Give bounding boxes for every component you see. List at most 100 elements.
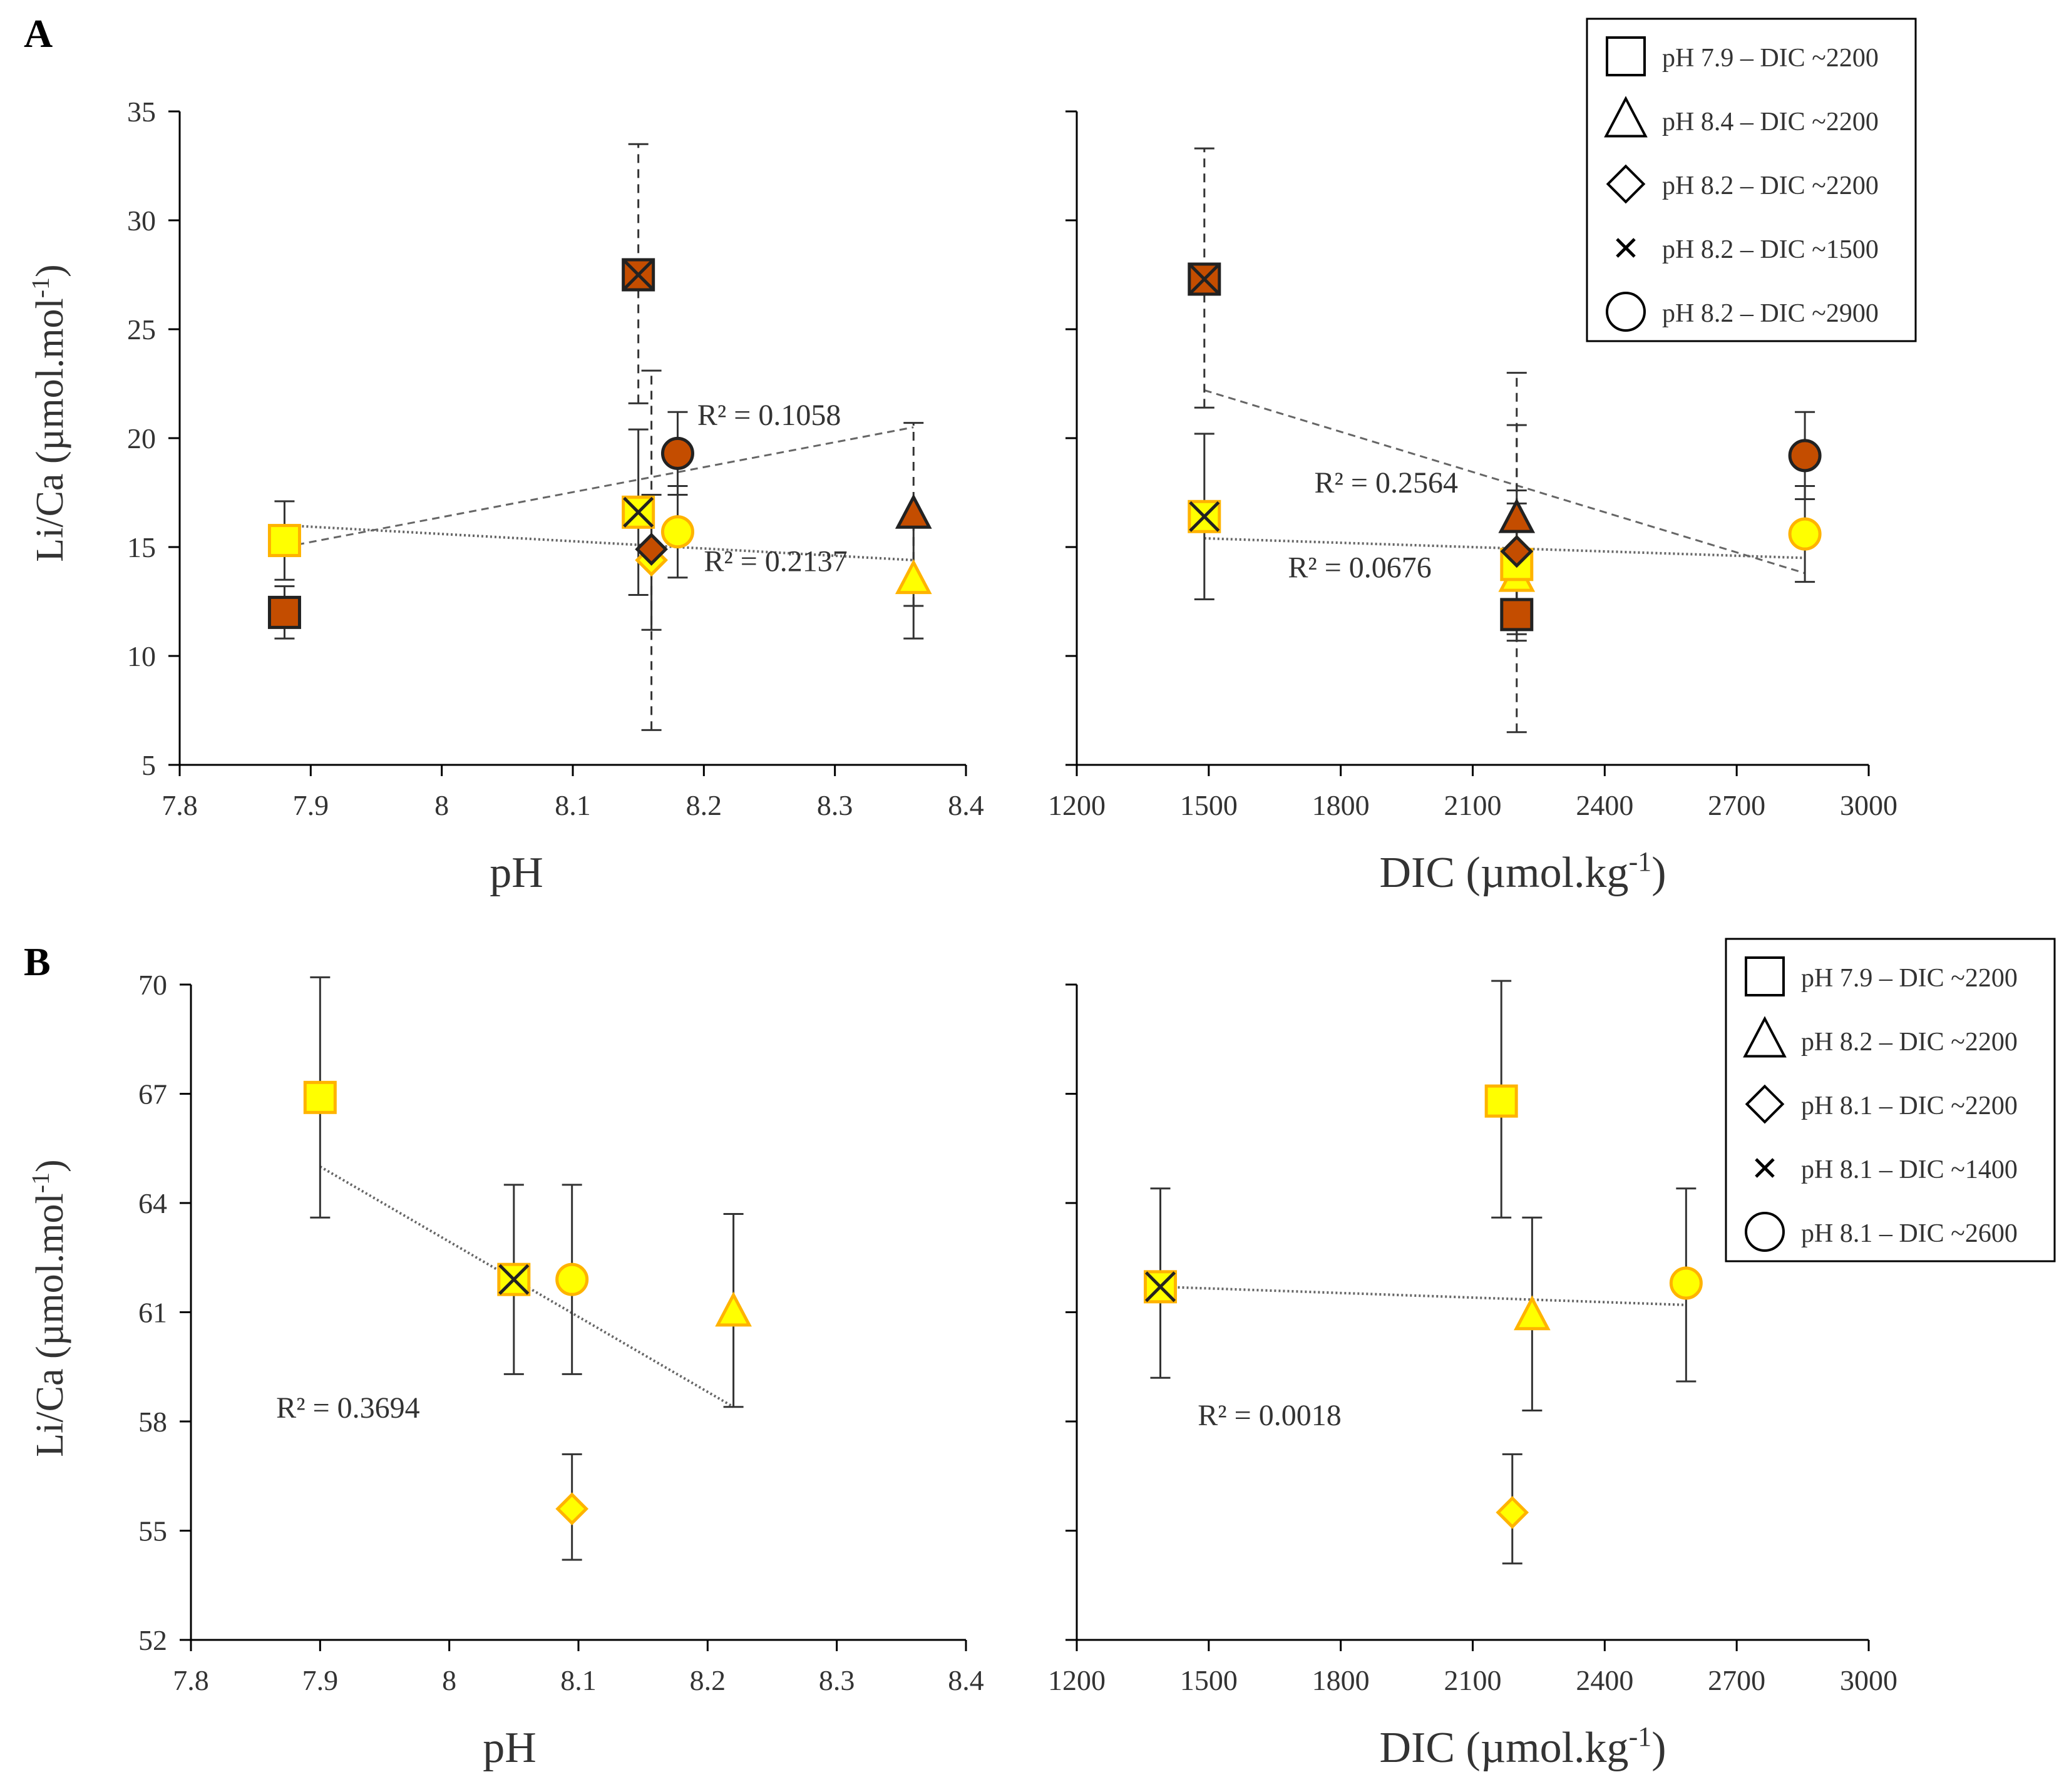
point-yellow-triangle <box>1514 1295 1551 1331</box>
r-squared-label: R² = 0.2564 <box>1315 466 1458 499</box>
x-tick-label: 8.1 <box>560 1664 597 1696</box>
x-tick-label: 1200 <box>1048 789 1106 821</box>
legend-symbol-circle <box>1745 1212 1785 1252</box>
point-yellow-x <box>622 495 655 529</box>
x-tick-label: 2100 <box>1444 1664 1502 1696</box>
x-axis-title: pH <box>483 1724 537 1772</box>
point-orange-x <box>1188 262 1221 296</box>
legend-symbol-square <box>1745 956 1785 996</box>
point-orange-circle <box>1788 439 1822 473</box>
x-axis-title: pH <box>490 849 543 897</box>
y-tick-label: 20 <box>127 422 156 454</box>
point-yellow-x <box>1144 1270 1178 1304</box>
y-tick-label: 5 <box>141 749 156 781</box>
x-tick-label: 7.9 <box>302 1664 339 1696</box>
plot-b-dic: 1200 1500 1800 2100 2400 2700 3000 DIC (µmol.kg… <box>1048 980 1897 1772</box>
point-yellow-diamond <box>1496 1496 1529 1529</box>
legend-symbol-circle <box>1606 292 1646 332</box>
trendline-yellow <box>1204 537 1805 560</box>
panel-b-ylabel: Li/Ca (µmol.mol-1) <box>26 1159 71 1457</box>
panel-letter-b: B <box>24 940 51 984</box>
point-yellow-square <box>303 1080 337 1114</box>
y-tick-label: 35 <box>127 96 156 128</box>
x-tick-label: 2400 <box>1576 1664 1633 1696</box>
plot-b-ph: 52 55 58 61 64 67 70 7.8 7.9 8 8.1 8.2 8.3 8.4 pH R² = … <box>138 969 984 1772</box>
y-tick-label: 58 <box>138 1406 167 1438</box>
r-squared-label: R² = 0.2137 <box>704 545 847 578</box>
trendline-yellow <box>1160 1285 1687 1306</box>
legend-symbol-x <box>1755 1158 1775 1178</box>
point-orange-circle <box>660 436 694 470</box>
x-tick-label: 2700 <box>1708 1664 1765 1696</box>
y-tick-label: 30 <box>127 205 156 237</box>
legend-label: pH 8.2 – DIC ~2200 <box>1801 1028 2018 1057</box>
r-squared-label: R² = 0.0676 <box>1288 551 1431 585</box>
legend-label: pH 8.4 – DIC ~2200 <box>1662 108 1879 136</box>
x-tick-label: 8.4 <box>948 789 984 821</box>
legend-symbol-triangle <box>1743 1016 1787 1058</box>
x-tick-label: 7.8 <box>162 789 198 821</box>
point-yellow-square <box>1484 1084 1518 1118</box>
x-tick-label: 2700 <box>1708 789 1765 821</box>
legend-panel-a: pH 7.9 – DIC ~2200 pH 8.4 – DIC ~2200 pH 8… <box>1586 18 1917 342</box>
x-axis-title-close: ) <box>1651 849 1666 897</box>
y-tick-label: 10 <box>127 640 156 672</box>
r-squared-label: R² = 0.3694 <box>276 1391 419 1425</box>
point-yellow-circle <box>1788 517 1822 551</box>
legend-label: pH 8.2 – DIC ~2900 <box>1662 299 1879 328</box>
legend-label: pH 8.1 – DIC ~2200 <box>1801 1092 2018 1120</box>
x-tick-label: 8.3 <box>817 789 853 821</box>
panel-letter-a: A <box>24 11 53 56</box>
x-tick-label: 8 <box>442 1664 456 1696</box>
y-tick-label: 64 <box>138 1187 167 1219</box>
r-squared-label: R² = 0.0018 <box>1198 1399 1341 1432</box>
x-axis-title: DIC (µmol.kg-1) <box>1379 846 1666 897</box>
trendline-orange <box>1204 389 1805 575</box>
x-tick-label: 1200 <box>1048 1664 1106 1696</box>
panel-a-ylabel-sup: -1 <box>26 277 54 298</box>
point-yellow-x <box>497 1262 531 1296</box>
legend-symbol-triangle <box>1604 96 1648 138</box>
x-axis-title-close: ) <box>1651 1724 1666 1772</box>
x-tick-label: 8.2 <box>690 1664 726 1696</box>
point-orange-x <box>622 258 655 292</box>
x-tick-label: 8.4 <box>948 1664 984 1696</box>
point-yellow-square <box>267 524 301 558</box>
trendline-orange <box>284 426 914 548</box>
x-tick-label: 8.3 <box>819 1664 855 1696</box>
legend-symbol-diamond <box>1606 164 1646 204</box>
legend-symbol-square <box>1606 36 1646 76</box>
legend-label: pH 8.1 – DIC ~2600 <box>1801 1219 2018 1248</box>
point-yellow-circle <box>660 515 694 549</box>
x-axis-title-text: DIC (µmol.kg <box>1379 1724 1628 1772</box>
point-yellow-x <box>1188 499 1221 533</box>
point-orange-triangle <box>1498 498 1536 533</box>
x-axis-title-text: DIC (µmol.kg <box>1379 849 1628 897</box>
legend-panel-b: pH 7.9 – DIC ~2200 pH 8.2 – DIC ~2200 pH 8… <box>1725 938 2056 1262</box>
x-tick-label: 1500 <box>1180 789 1238 821</box>
point-orange-diamond <box>635 533 668 566</box>
panel-b-ylabel-close: ) <box>29 1159 71 1172</box>
point-yellow-circle <box>1669 1266 1703 1300</box>
point-orange-square <box>1500 598 1534 632</box>
panel-b-ylabel-text: Li/Ca (µmol.mol <box>29 1193 71 1457</box>
x-tick-label: 8.2 <box>686 789 722 821</box>
x-tick-label: 8.1 <box>555 789 591 821</box>
legend-label: pH 7.9 – DIC ~2200 <box>1801 964 2018 993</box>
y-tick-label: 61 <box>138 1297 167 1329</box>
x-tick-label: 1500 <box>1180 1664 1238 1696</box>
x-tick-label: 7.8 <box>173 1664 209 1696</box>
x-axis-title: DIC (µmol.kg-1) <box>1379 1721 1666 1772</box>
y-tick-label: 70 <box>138 969 167 1001</box>
point-yellow-circle <box>555 1262 589 1296</box>
legend-label: pH 8.1 – DIC ~1400 <box>1801 1155 2018 1184</box>
legend-label: pH 8.2 – DIC ~1500 <box>1662 235 1879 264</box>
y-tick-label: 67 <box>138 1078 167 1110</box>
point-orange-square <box>267 595 301 629</box>
x-tick-label: 7.9 <box>293 789 329 821</box>
legend-label: pH 7.9 – DIC ~2200 <box>1662 44 1879 73</box>
plot-a-ph: 5 10 15 20 25 30 35 7.8 7.9 8 8.1 8.2 8.3 8.4 pH R² = 0… <box>127 96 984 897</box>
x-tick-label: 1800 <box>1312 1664 1370 1696</box>
x-axis-title-sup: -1 <box>1629 846 1652 877</box>
